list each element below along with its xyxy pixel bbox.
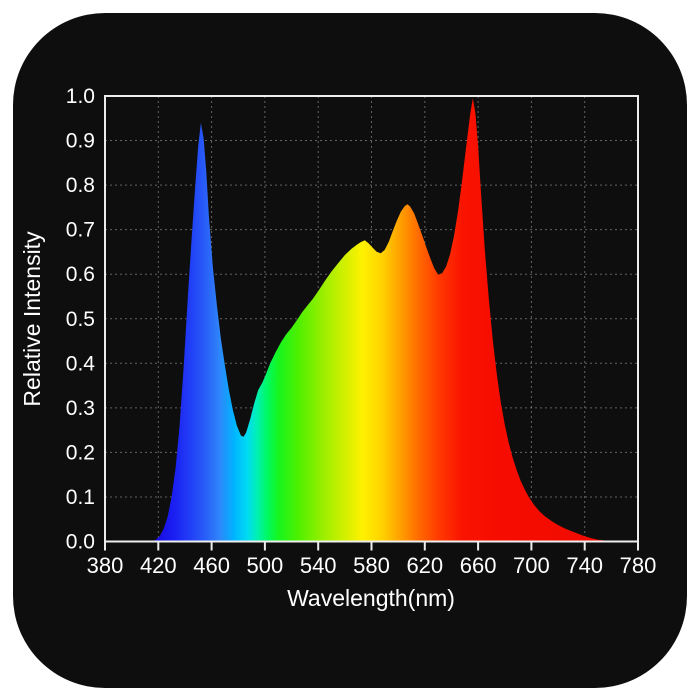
- x-tick-label: 580: [353, 553, 390, 578]
- spectrum-area: [151, 98, 614, 542]
- x-axis-title: Wavelength(nm): [287, 585, 455, 611]
- y-tick-label: 0.6: [66, 263, 95, 286]
- y-tick-label: 0.8: [66, 174, 95, 197]
- y-tick-label: 0.4: [66, 352, 96, 375]
- y-axis-tick-labels: 0.0 0.1 0.2 0.3 0.4 0.5 0.6 0.7 0.8 0.9 1.0: [66, 85, 96, 554]
- x-tick-label: 500: [247, 553, 284, 578]
- x-tick-label: 540: [300, 553, 337, 578]
- y-tick-label: 0.7: [66, 219, 95, 242]
- y-tick-label: 0.3: [66, 397, 95, 420]
- y-tick-label: 0.2: [66, 441, 95, 464]
- x-tick-label: 700: [513, 553, 550, 578]
- y-axis-title: Relative Intensity: [19, 231, 45, 407]
- plot-border: [104, 95, 639, 543]
- y-tick-label: 0.9: [66, 130, 95, 153]
- y-tick-label: 1.0: [66, 85, 95, 108]
- x-axis-ticks: [104, 542, 639, 551]
- x-tick-label: 420: [140, 553, 177, 578]
- x-axis-tick-labels: 380 420 460 500 540 580 620 660 700 740 780: [87, 553, 657, 578]
- x-tick-label: 460: [193, 553, 230, 578]
- x-tick-label: 660: [460, 553, 497, 578]
- y-tick-label: 0.1: [66, 486, 95, 509]
- x-tick-label: 780: [620, 553, 657, 578]
- x-tick-label: 740: [566, 553, 603, 578]
- y-tick-label: 0.5: [66, 308, 95, 331]
- y-tick-label: 0.0: [66, 531, 95, 554]
- x-tick-label: 620: [406, 553, 443, 578]
- x-tick-label: 380: [87, 553, 124, 578]
